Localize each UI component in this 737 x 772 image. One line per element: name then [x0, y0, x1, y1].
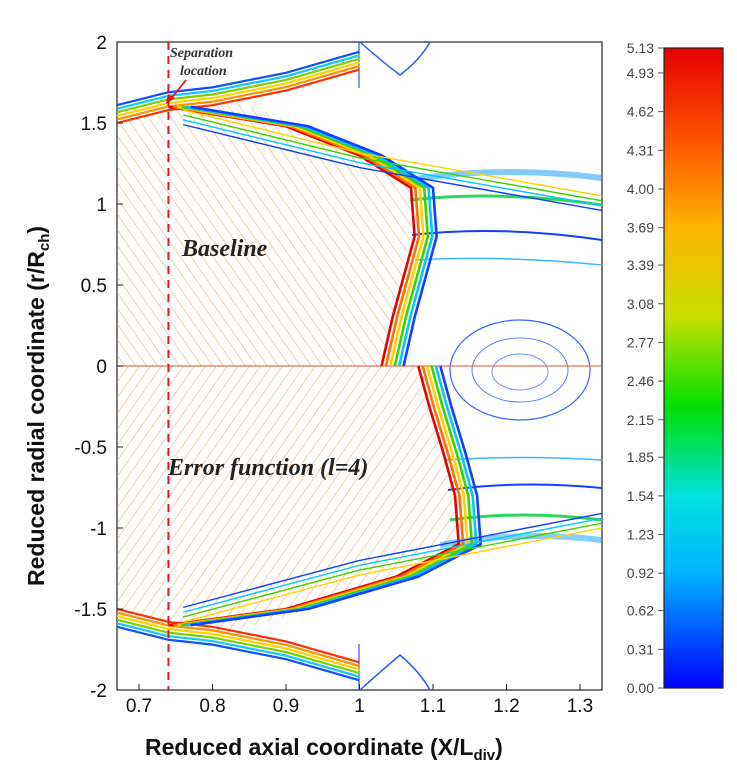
colorbar-tick-label: 1.85 [627, 449, 654, 465]
x-tick-label: 0.9 [273, 696, 299, 717]
y-tick-label: -1.5 [74, 600, 107, 621]
shock-front-baseline [190, 105, 438, 367]
x-tick-label: 1.1 [420, 696, 446, 717]
wall-contour-upper [117, 57, 360, 114]
colorbar-tick-label: 5.13 [627, 40, 654, 56]
contour-field [117, 42, 602, 690]
wall-contour-upper [117, 68, 360, 125]
wall-contour-lower [117, 615, 360, 671]
colorbar-tick-label: 2.46 [627, 373, 654, 389]
core-flow-upper [117, 100, 415, 366]
y-tick-label: -2 [90, 681, 107, 702]
x-axis-title: Reduced axial coordinate (X/Ldiv) [145, 734, 503, 764]
colorbar-tick-label: 1.23 [627, 527, 654, 543]
x-axis-ticks: 0.7 0.8 0.9 1 1.1 1.2 1.3 [126, 684, 593, 717]
plume-boundary-contour [182, 114, 602, 202]
x-tick-label: 1.3 [567, 696, 593, 717]
colorbar-tick-label: 0.31 [627, 641, 654, 657]
wall-contour-upper [117, 50, 360, 107]
wall-contour-upper [117, 61, 360, 117]
y-tick-label: -1 [90, 519, 107, 540]
wall-contour-upper [117, 54, 360, 110]
y-axis-title: Reduced radial coordinate (r/Rch) [23, 226, 53, 586]
plume-boundary-contour [182, 522, 602, 618]
plume-boundary-contour [182, 119, 602, 207]
x-tick-label: 1 [354, 696, 365, 717]
region-label-baseline: Baseline [181, 236, 268, 262]
plume-boundary-contour [182, 512, 602, 609]
colorbar-tick-label: 3.08 [627, 296, 654, 312]
separation-label-line2: location [180, 64, 227, 79]
x-tick-label: 1.2 [493, 696, 519, 717]
y-tick-label: 0 [96, 357, 107, 378]
shock-front-error-function [190, 365, 483, 627]
colorbar-tick-label: 4.62 [627, 104, 654, 120]
shock-front-baseline [185, 105, 434, 367]
colorbar-tick-label: 3.39 [627, 257, 654, 273]
plume-boundary-contour [182, 123, 602, 212]
shock-front-baseline [172, 105, 421, 367]
y-tick-label: 1 [96, 195, 107, 216]
plume-boundary-contour [182, 527, 602, 623]
wall-contour-upper [117, 64, 360, 121]
colorbar-tick-label: 0.92 [627, 565, 654, 581]
y-tick-label: 1.5 [81, 114, 107, 135]
colorbar [663, 47, 724, 689]
colorbar-tick-label: 2.15 [627, 412, 654, 428]
separation-label-line1: Separation [170, 46, 233, 61]
wall-contour-lower [117, 622, 360, 678]
y-axis-ticks: 2 1.5 1 0.5 0 -0.5 -1 -1.5 -2 [74, 33, 123, 702]
colorbar-tick-label: 4.00 [627, 181, 654, 197]
y-tick-label: 0.5 [81, 276, 107, 297]
plume-boundary-contour [182, 517, 602, 613]
separation-arrow [169, 79, 187, 101]
x-tick-label: 0.8 [199, 696, 225, 717]
downstream-plume [358, 42, 602, 690]
colorbar-tick-label: 1.54 [627, 488, 654, 504]
wall-contour-lower [117, 607, 360, 664]
colorbar-tick-label: 3.69 [627, 220, 654, 236]
colorbar-ticks: 5.13 4.93 4.62 4.31 4.00 3.69 3.39 3.08 2.77 2.46… [627, 40, 664, 696]
plume-boundary-contour [182, 109, 602, 197]
wall-contour-lower [117, 625, 360, 682]
colorbar-tick-label: 4.93 [627, 65, 654, 81]
y-tick-label: -0.5 [74, 438, 107, 459]
wall-contour-lower [117, 618, 360, 675]
separation-arrowhead [166, 94, 175, 104]
contour-lines [117, 50, 602, 682]
shock-front-baseline [168, 105, 416, 367]
colorbar-tick-label: 2.77 [627, 334, 654, 350]
y-tick-label: 2 [96, 33, 107, 54]
core-flow-lower [117, 366, 460, 632]
shock-front-baseline [181, 105, 430, 367]
colorbar-tick-label: 0.62 [627, 603, 654, 619]
region-label-error-function: Error function (l=4) [167, 455, 368, 481]
shock-front-baseline [177, 105, 425, 367]
x-tick-label: 0.7 [126, 696, 152, 717]
colorbar-tick-label: 0.00 [627, 680, 654, 696]
colorbar-tick-label: 4.31 [627, 142, 654, 158]
wall-contour-lower [117, 611, 360, 668]
